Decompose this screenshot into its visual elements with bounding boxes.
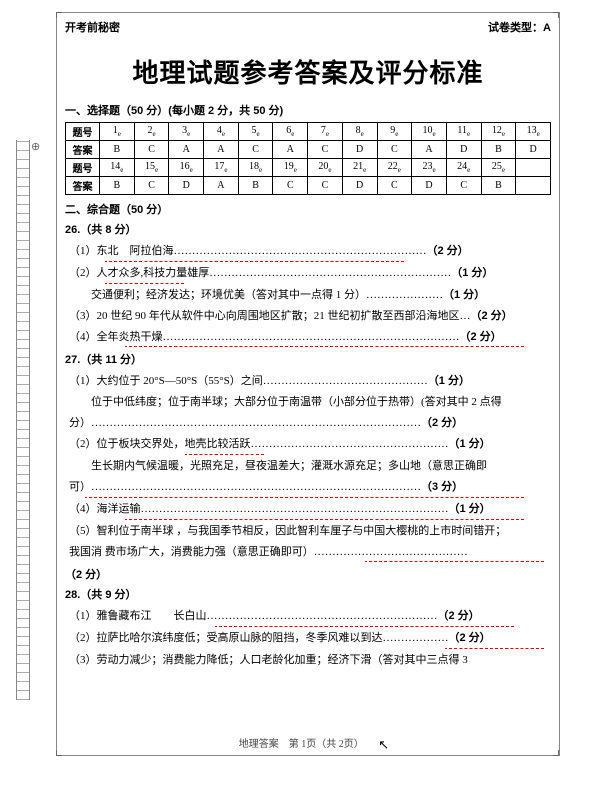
- cell: 3e: [169, 123, 204, 141]
- cursor-icon: ↖: [378, 737, 389, 752]
- q26-head: 26.（共 8 分）: [65, 221, 551, 237]
- row-label: 题号: [66, 159, 100, 177]
- cell: C: [134, 141, 169, 159]
- points-line: （2 分）: [65, 566, 551, 582]
- cell: D: [446, 141, 481, 159]
- cell: C: [134, 177, 169, 195]
- cell: 13e: [516, 123, 551, 141]
- cell: D: [412, 177, 447, 195]
- cell: A: [204, 141, 239, 159]
- row-label: 题号: [66, 123, 100, 141]
- cell: 20e: [308, 159, 343, 177]
- cell: A: [412, 141, 447, 159]
- section1-heading: 一、选择题（50 分）(每小题 2 分，共 50 分): [65, 102, 551, 118]
- table-row: 题号 14e 15e 16e 17e 18e 19e 20e 21e 22e 2…: [66, 159, 551, 177]
- table-row: 题号 1e 2e 3e 4e 5e 6e 7e 8e 9e 10e 11e 12…: [66, 123, 551, 141]
- q27-head: 27.（共 11 分）: [65, 351, 551, 367]
- cell: 9e: [377, 123, 412, 141]
- cell: 12e: [481, 123, 516, 141]
- header-row: 开考前秘密 试卷类型：A: [65, 19, 551, 35]
- table-row: 答案 B C A A C A C D C A D B D: [66, 141, 551, 159]
- cell: 5e: [238, 123, 273, 141]
- cell: B: [481, 141, 516, 159]
- header-right: 试卷类型：A: [488, 19, 551, 35]
- answer-line: （1）东北 阿拉伯海……………………………………………………………（2 分）: [65, 241, 551, 262]
- cell: 14e: [100, 159, 135, 177]
- answer-line: 可）………………………………………………………………………………（3 分）: [65, 477, 551, 498]
- cell: 21e: [342, 159, 377, 177]
- cell: 8e: [342, 123, 377, 141]
- answer-line: （2）拉萨比哈尔滨纬度低；受高原山脉的阻挡，冬季风难以到达………………（2 分）: [65, 628, 551, 649]
- cell: A: [204, 177, 239, 195]
- cell: 6e: [273, 123, 308, 141]
- answer-table: 题号 1e 2e 3e 4e 5e 6e 7e 8e 9e 10e 11e 12…: [65, 122, 551, 195]
- cell: A: [169, 141, 204, 159]
- cell: 18e: [238, 159, 273, 177]
- cell: 16e: [169, 159, 204, 177]
- cell: D: [342, 177, 377, 195]
- section2-heading: 二、综合题（50 分）: [65, 201, 551, 217]
- cell: 25e: [481, 159, 516, 177]
- answer-line: （4）海洋运输…………………………………………………………………………（1 分）: [65, 499, 551, 520]
- table-row: 答案 B C D A B C C D C D C B: [66, 177, 551, 195]
- answer-line: （2）位于板块交界处，地壳比较活跃………………………………………………（1 分）: [65, 434, 551, 455]
- cell: B: [238, 177, 273, 195]
- answer-line: （3）20 世纪 90 年代从软件中心向周围地区扩散；21 世纪初扩散至西部沿海…: [65, 306, 551, 327]
- cell: 19e: [273, 159, 308, 177]
- cell: C: [377, 177, 412, 195]
- q28-head: 28.（共 9 分）: [65, 586, 551, 602]
- page-footer: 地理答案 第 1页（共 2页） ↖: [57, 735, 559, 751]
- cell: C: [308, 177, 343, 195]
- cell: C: [308, 141, 343, 159]
- cell: B: [100, 177, 135, 195]
- cell: 22e: [377, 159, 412, 177]
- cell: C: [273, 177, 308, 195]
- cell: [516, 159, 551, 177]
- answer-line: （1）大约位于 20°S—50°S（55°S）之间…………………………………………: [65, 371, 551, 392]
- crop-corner: [56, 12, 62, 18]
- answer-line: （5）智利位于南半球 ，与我国季节相反，因此智利车厘子与中国大樱桃的上市时间错开…: [65, 521, 551, 542]
- row-label: 答案: [66, 177, 100, 195]
- crop-corner: [553, 750, 559, 756]
- crop-corner: [553, 12, 559, 18]
- cell: C: [238, 141, 273, 159]
- main-title: 地理试题参考答案及评分标准: [65, 53, 551, 90]
- crop-corner: [56, 750, 62, 756]
- answer-line: 我国消 费市场广大，消费能力强（意思正确即可）……………………………………: [65, 542, 551, 563]
- cell: D: [169, 177, 204, 195]
- answer-line: （2）人才众多,科技力量雄厚…………………………………………………………（1 分…: [65, 263, 551, 284]
- cell: 1e: [100, 123, 135, 141]
- cell: D: [342, 141, 377, 159]
- header-left: 开考前秘密: [65, 19, 120, 35]
- answer-line: 分）………………………………………………………………………………（2 分）: [65, 413, 551, 434]
- cell: D: [516, 141, 551, 159]
- cell: 24e: [446, 159, 481, 177]
- cell: 23e: [412, 159, 447, 177]
- cell: B: [481, 177, 516, 195]
- answer-line: （3）劳动力减少；消费能力降低；人口老龄化加重；经济下滑（答对其中三点得 3: [65, 650, 551, 671]
- cell: 10e: [412, 123, 447, 141]
- vertical-ruler: [16, 140, 30, 700]
- cell: 4e: [204, 123, 239, 141]
- answer-line: （4）全年炎热干燥………………………………………………………………………（2 分…: [65, 327, 551, 348]
- answer-line: 生长期内气候温暖，光照充足，昼夜温差大；灌溉水源充足；多山地（意思正确即: [65, 456, 551, 477]
- cell: A: [273, 141, 308, 159]
- cell: C: [446, 177, 481, 195]
- answer-line: 交通便利；经济发达；环境优美（答对其中一点得 1 分）…………………（1 分）: [65, 285, 551, 306]
- row-label: 答案: [66, 141, 100, 159]
- cell: 15e: [134, 159, 169, 177]
- answer-line: 位于中低纬度；位于南半球；大部分位于南温带（小部分位于热带）(答对其中 2 点得: [65, 392, 551, 413]
- cell: 17e: [204, 159, 239, 177]
- cell: 7e: [308, 123, 343, 141]
- cell: C: [377, 141, 412, 159]
- answer-line: （1）雅鲁藏布江 长白山………………………………………………………（2 分）: [65, 606, 551, 627]
- cell: 2e: [134, 123, 169, 141]
- cell: 11e: [446, 123, 481, 141]
- cell: [516, 177, 551, 195]
- anchor-icon: ⊕: [31, 140, 40, 153]
- cell: B: [100, 141, 135, 159]
- page-frame: 开考前秘密 试卷类型：A 地理试题参考答案及评分标准 一、选择题（50 分）(每…: [56, 12, 560, 756]
